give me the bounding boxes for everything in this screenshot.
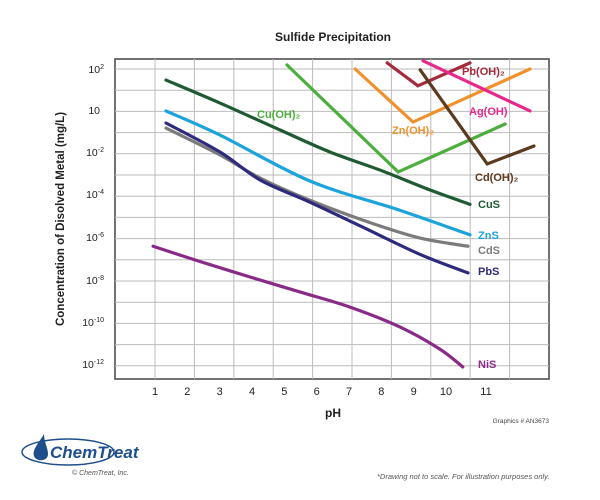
chemtreat-logo: ChemTreat © ChemTreat, Inc.	[20, 430, 150, 480]
x-ticks: 1 2 3 4 5 6 7 8 9 10 11	[152, 386, 492, 398]
series-label-nis: NiS	[478, 359, 496, 371]
y-tick-label: 10-8	[86, 275, 104, 287]
y-tick-label: 102	[88, 64, 104, 76]
series-label-cus: CuS	[478, 199, 500, 211]
series-line-pboh2	[385, 61, 472, 88]
y-tick-label: 10-6	[86, 232, 104, 244]
series-line-agoh	[421, 59, 532, 113]
x-tick-label: 1	[152, 386, 158, 398]
series-label-cuoh2: Cu(OH)₂	[257, 109, 300, 121]
x-tick-label: 9	[411, 386, 417, 398]
y-tick-label: 10-12	[82, 359, 104, 371]
series-label-cdoh2: Cd(OH)₂	[475, 172, 518, 184]
y-tick-exponent: -8	[98, 275, 104, 282]
y-tick-label: 10-10	[82, 317, 104, 329]
x-tick-label: 7	[346, 386, 352, 398]
series-labels: CuS ZnS CdS PbS NiS Cu(OH)₂ Zn(OH)₂ Pb(OH)₂ Ag(O…	[257, 66, 518, 371]
graphics-id: Graphics # AN3673	[493, 418, 550, 425]
x-tick-label: 2	[184, 386, 190, 398]
y-tick-base: 10	[88, 64, 100, 76]
x-tick-label: 4	[249, 386, 255, 398]
chart-title: Sulfide Precipitation	[275, 30, 391, 44]
y-tick-exponent: -2	[98, 147, 104, 154]
y-tick-exponent: -12	[94, 359, 104, 366]
logo-text: ChemTreat	[50, 443, 140, 462]
copyright: © ChemTreat, Inc.	[72, 469, 129, 477]
y-tick-label: 10	[88, 105, 100, 117]
series-label-agoh: Ag(OH)	[469, 106, 508, 118]
y-tick-base: 10	[86, 147, 98, 159]
y-tick-exponent: -10	[94, 317, 104, 324]
y-tick-base: 10	[86, 189, 98, 201]
droplet-icon	[33, 434, 48, 461]
series-line-znoh2	[353, 67, 532, 124]
x-tick-label: 10	[440, 386, 452, 398]
series-line-cds	[164, 126, 470, 248]
series-label-cds: CdS	[478, 245, 500, 257]
series-line-cus	[164, 78, 472, 206]
series-label-zns: ZnS	[478, 230, 499, 242]
y-tick-base: 10	[82, 317, 94, 329]
y-tick-exponent: 2	[100, 64, 104, 71]
x-tick-label: 6	[314, 386, 320, 398]
series-line-cdoh2	[418, 68, 536, 166]
x-tick-label: 3	[217, 386, 223, 398]
y-tick-base: 10	[88, 105, 100, 117]
y-tick-label: 10-2	[86, 147, 104, 159]
x-tick-label: 8	[378, 386, 384, 398]
y-tick-exponent: -4	[98, 189, 104, 196]
x-axis-label: pH	[325, 406, 341, 420]
series-lines	[151, 59, 536, 369]
y-tick-base: 10	[86, 275, 98, 287]
series-line-pbs	[164, 121, 470, 275]
series-label-znoh2: Zn(OH)₂	[392, 125, 434, 137]
disclaimer-note: *Drawing not to scale. For illustration …	[377, 472, 550, 481]
x-tick-label: 5	[281, 386, 287, 398]
y-tick-base: 10	[86, 232, 98, 244]
sulfide-precipitation-chart: 1 2 3 4 5 6 7 8 9 10 11 1021010-210-410-610-810-10…	[55, 30, 550, 425]
series-label-pboh2: Pb(OH)₂	[462, 66, 505, 78]
y-tick-base: 10	[82, 359, 94, 371]
y-axis-label: Concentration of Disolved Metal (mg/L)	[55, 112, 67, 326]
series-label-pbs: PbS	[478, 266, 499, 278]
y-tick-exponent: -6	[98, 232, 104, 239]
plot-area	[114, 58, 550, 380]
series-line-zns	[164, 109, 472, 237]
y-tick-label: 10-4	[86, 189, 104, 201]
logo-swoosh-icon	[21, 438, 115, 466]
series-line-nis	[151, 244, 465, 369]
x-tick-label: 11	[480, 386, 491, 398]
